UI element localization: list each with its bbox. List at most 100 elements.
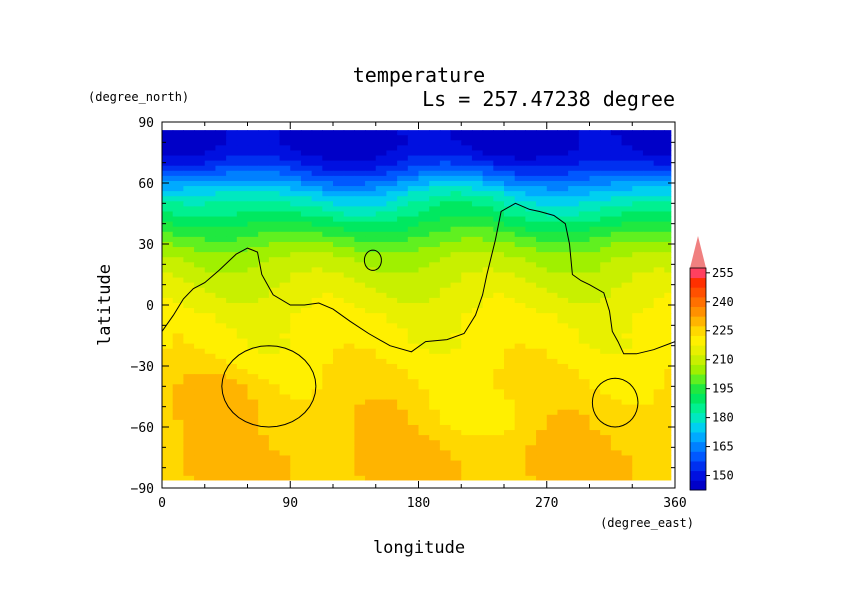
heatmap-cell [375, 313, 388, 319]
heatmap-cell [354, 338, 366, 345]
heatmap-cell [236, 475, 249, 481]
heatmap-cell [653, 404, 665, 411]
heatmap-cell [300, 145, 313, 152]
heatmap-cell [610, 282, 623, 289]
heatmap-cell [290, 140, 302, 146]
heatmap-cell [354, 236, 366, 243]
heatmap-cell [493, 338, 505, 345]
heatmap-cell [365, 221, 377, 228]
heatmap-cell [194, 404, 206, 411]
heatmap-cell [322, 343, 334, 350]
heatmap-cell [226, 465, 238, 472]
heatmap-cell [536, 465, 548, 472]
heatmap-cell [204, 460, 217, 467]
heatmap-cell [258, 353, 270, 360]
heatmap-cell [354, 318, 366, 324]
heatmap-cell [568, 221, 580, 228]
heatmap-cell [525, 186, 537, 192]
heatmap-cell [343, 191, 355, 197]
heatmap-cell [664, 318, 672, 324]
heatmap-cell [578, 475, 591, 481]
heatmap-cell [311, 399, 323, 406]
heatmap-cell [397, 399, 409, 406]
heatmap-cell [418, 236, 430, 243]
heatmap-cell [429, 424, 441, 431]
heatmap-cell [589, 369, 601, 375]
heatmap-cell [311, 409, 323, 416]
heatmap-cell [162, 211, 174, 218]
heatmap-cell [322, 287, 334, 294]
heatmap-cell [450, 343, 462, 350]
heatmap-cell [450, 470, 462, 477]
heatmap-cell [642, 374, 655, 380]
heatmap-cell [375, 348, 388, 355]
heatmap-cell [632, 262, 644, 268]
heatmap-cell [418, 455, 430, 462]
heatmap-cell [375, 455, 388, 462]
heatmap-cell [397, 328, 409, 335]
heatmap-cell [493, 399, 505, 406]
heatmap-cell [226, 440, 238, 446]
heatmap-cell [226, 252, 238, 258]
heatmap-cell [279, 216, 291, 223]
heatmap-cell [610, 226, 623, 233]
heatmap-cell [504, 216, 516, 223]
heatmap-cell [354, 191, 366, 197]
heatmap-cell [536, 257, 548, 263]
heatmap-cell [300, 170, 313, 177]
heatmap-cell [439, 450, 452, 457]
heatmap-cell [258, 409, 270, 416]
heatmap-cell [236, 450, 249, 457]
heatmap-cell [258, 201, 270, 207]
heatmap-cell [300, 455, 313, 462]
heatmap-cell [568, 374, 580, 380]
heatmap-cell [204, 241, 217, 248]
heatmap-cell [311, 262, 323, 268]
heatmap-cell [279, 358, 291, 365]
heatmap-cell [290, 358, 302, 365]
heatmap-cell [247, 363, 259, 370]
heatmap-cell [514, 180, 526, 187]
heatmap-cell [183, 180, 195, 187]
heatmap-cell [557, 206, 569, 213]
heatmap-cell [172, 201, 184, 207]
heatmap-cell [215, 399, 227, 406]
y-axis-label: latitude [95, 264, 115, 346]
heatmap-cell [525, 374, 537, 380]
heatmap-cell [632, 292, 644, 299]
heatmap-cell [236, 211, 249, 218]
heatmap-cell [504, 302, 516, 309]
heatmap-cell [439, 221, 452, 228]
heatmap-cell [546, 160, 559, 167]
heatmap-cell [664, 435, 672, 441]
heatmap-cell [354, 130, 366, 136]
heatmap-cell [300, 450, 313, 457]
heatmap-cell [461, 145, 473, 152]
heatmap-cell [375, 247, 388, 253]
heatmap-cell [311, 236, 323, 243]
heatmap-cell [429, 272, 441, 279]
heatmap-cell [482, 363, 494, 370]
heatmap-cell [642, 170, 655, 177]
heatmap-cell [300, 160, 313, 167]
heatmap-cell [407, 155, 420, 162]
heatmap-cell [525, 424, 537, 431]
heatmap-cell [204, 140, 217, 146]
heatmap-cell [375, 155, 388, 162]
heatmap-cell [279, 414, 291, 421]
heatmap-cell [439, 465, 452, 472]
heatmap-cell [418, 257, 430, 263]
heatmap-cell [215, 145, 227, 152]
heatmap-cell [429, 358, 441, 365]
heatmap-cell [407, 430, 420, 436]
heatmap-cell [279, 262, 291, 268]
heatmap-cell [236, 191, 249, 197]
heatmap-cell [194, 363, 206, 370]
heatmap-cell [536, 384, 548, 390]
heatmap-cell [568, 353, 580, 360]
heatmap-cell [471, 252, 484, 258]
heatmap-cell [397, 297, 409, 304]
heatmap-cell [546, 424, 559, 431]
heatmap-cell [386, 465, 398, 472]
heatmap-cell [386, 135, 398, 141]
